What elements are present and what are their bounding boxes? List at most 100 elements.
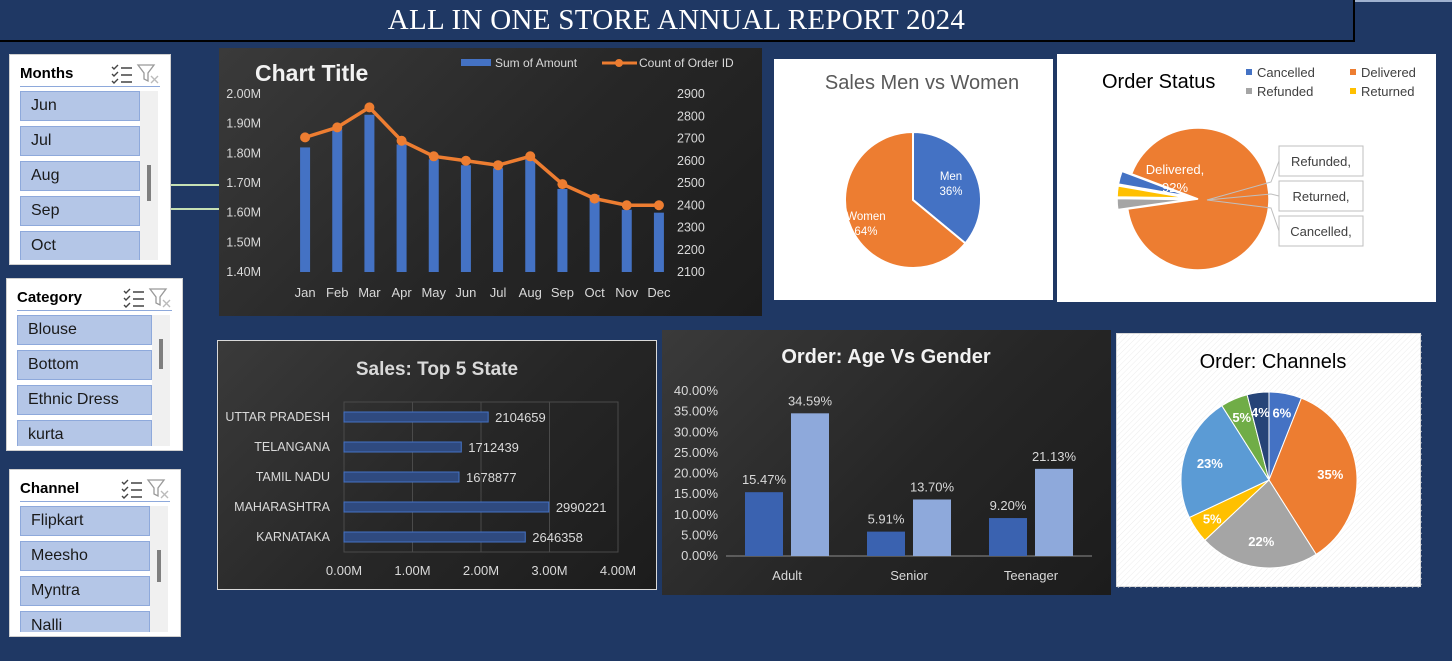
order-count-line[interactable] [304,105,659,207]
slicer-item[interactable]: Jul [20,126,140,156]
age-gender-bar[interactable] [745,492,783,556]
state-bar[interactable] [343,471,460,483]
slice-label: 6% [1272,406,1291,421]
pie-slice[interactable] [1204,479,1317,569]
slicer-scrollbar[interactable] [152,315,170,446]
multi-select-icon[interactable] [110,63,134,85]
order-count-point[interactable] [460,155,471,166]
y-tick-label: 5.00% [681,527,718,542]
pie-slice[interactable] [1116,197,1189,211]
amount-bar[interactable] [493,168,504,272]
age-gender-bar[interactable] [913,499,951,556]
order-count-point[interactable] [428,151,439,162]
slicer-item[interactable]: Nalli [20,611,150,632]
order-count-point[interactable] [493,160,504,171]
multi-select-icon[interactable] [120,478,144,500]
y2-tick-label: 2800 [677,109,705,123]
order-count-point[interactable] [364,102,375,113]
state-bar[interactable] [343,501,550,513]
pie-slice[interactable] [1117,170,1189,198]
pie-slice[interactable] [1126,127,1270,271]
amount-bar[interactable] [589,194,600,272]
months-slicer[interactable]: Months Jun Jul Aug Sep Oct [9,54,171,265]
order-count-point[interactable] [621,200,632,211]
amount-bar[interactable] [557,188,568,272]
age-gender-bar[interactable] [989,518,1027,556]
slicer-item[interactable]: Bottom [17,350,152,380]
pie-slice[interactable] [912,130,982,245]
data-label: 15.47% [742,472,787,487]
legend-label: Count of Order ID [639,56,734,70]
pie-slice[interactable] [1180,405,1270,519]
amount-bar[interactable] [428,159,439,272]
x-tick-label: 4.00M [600,563,636,578]
clear-filter-icon[interactable] [136,63,160,85]
slice-label: 35% [1317,467,1343,482]
order-count-point[interactable] [653,200,664,211]
slicer-item[interactable]: Ethnic Dress [17,385,152,415]
slicer-item[interactable]: Aug [20,161,140,191]
multi-select-icon[interactable] [122,287,146,309]
pie-slice[interactable] [1246,391,1270,481]
data-label: 1678877 [466,470,517,485]
legend-label: Returned [1361,84,1414,99]
top-states-chart[interactable]: Sales: Top 5 State 0.00M 1.00M 2.00M 3.00M 4… [217,340,657,590]
pie-slice[interactable] [844,130,967,269]
age-gender-bar[interactable] [1035,468,1073,556]
slice-value: 92% [1162,180,1188,195]
slicer-item[interactable]: Meesho [20,541,150,571]
slicer-item[interactable]: kurta [17,420,152,446]
clear-filter-icon[interactable] [146,478,170,500]
slicer-item[interactable]: Blouse [17,315,152,345]
x-tick-label: Oct [584,285,605,300]
slicer-item[interactable]: Oct [20,231,140,260]
category-label: TAMIL NADU [256,470,330,484]
age-gender-chart[interactable]: Order: Age Vs Gender 40.00% 35.00% 30.00% 2… [662,330,1111,595]
slice-label: 5% [1232,410,1251,425]
age-gender-bar[interactable] [791,413,829,556]
slicer-scrollbar[interactable] [150,506,168,632]
x-tick-label: Senior [890,568,928,583]
state-bar[interactable] [343,441,462,453]
legend-marker [615,59,623,67]
slicer-item[interactable]: Sep [20,196,140,226]
order-count-point[interactable] [557,179,568,190]
pie-slice[interactable] [1116,184,1189,199]
scroll-thumb[interactable] [157,550,161,582]
monthly-combo-chart[interactable]: Chart Title Sum of Amount Count of Order… [219,48,762,316]
category-slicer[interactable]: Category Blouse Bottom Ethnic Dress kurt… [6,278,183,451]
amount-bar[interactable] [621,209,632,272]
order-count-point[interactable] [589,193,600,204]
slicer-item[interactable]: Flipkart [20,506,150,536]
amount-bar[interactable] [396,144,407,272]
order-status-pie[interactable]: Order Status Cancelled Delivered Refunde… [1057,54,1436,302]
channel-slicer[interactable]: Channel Flipkart Meesho Myntra Nalli [9,469,181,637]
y-tick-label: 1.50M [226,235,261,249]
y2-tick-label: 2600 [677,154,705,168]
amount-bar[interactable] [332,129,343,272]
channels-pie[interactable]: Order: Channels 6% 35% 22% 5% 23% 5% 4% [1116,333,1422,588]
slicer-item[interactable]: Jun [20,91,140,121]
order-count-point[interactable] [396,135,407,146]
pie-slice[interactable] [1268,397,1358,555]
order-count-point[interactable] [332,122,343,133]
amount-bar[interactable] [460,165,471,272]
clear-filter-icon[interactable] [148,287,172,309]
scroll-thumb[interactable] [159,339,163,369]
amount-bar[interactable] [364,114,375,273]
order-count-point[interactable] [525,151,536,162]
age-gender-bar[interactable] [867,531,905,556]
connector-line [171,184,219,186]
state-bar[interactable] [343,411,489,423]
x-tick-label: Sep [551,285,574,300]
order-count-point[interactable] [300,132,311,143]
amount-bar[interactable] [653,212,664,272]
scroll-thumb[interactable] [147,165,151,201]
amount-bar[interactable] [525,159,536,272]
gender-sales-pie[interactable]: Sales Men vs Women Men 36% Women 64% [774,59,1053,300]
y-tick-label: 1.60M [226,206,261,220]
amount-bar[interactable] [300,147,311,272]
slicer-item[interactable]: Myntra [20,576,150,606]
slicer-scrollbar[interactable] [140,91,158,260]
state-bar[interactable] [343,531,526,543]
